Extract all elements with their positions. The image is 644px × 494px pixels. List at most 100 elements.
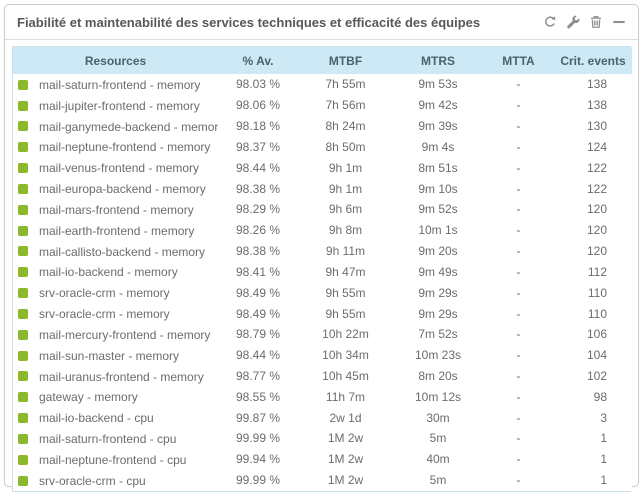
mtbf-value: 9h 55m xyxy=(325,306,366,321)
mtrs-value: 40m xyxy=(426,452,450,467)
mtbf-value: 8h 50m xyxy=(325,139,366,154)
table-row[interactable]: mail-earth-frontend - memory 98.26 % 9h … xyxy=(13,219,632,241)
table-row[interactable]: mail-europa-backend - memory 98.38 % 9h … xyxy=(13,178,632,199)
resource-name: srv-oracle-crm - memory xyxy=(39,286,170,301)
crit-events-value: 102 xyxy=(586,369,607,383)
column-header-mtta[interactable]: MTTA xyxy=(483,47,554,74)
mtbf-value: 10h 22m xyxy=(322,327,369,342)
mtta-value: - xyxy=(516,264,521,279)
mtrs-value: 9m 53s xyxy=(418,77,458,92)
table-row[interactable]: mail-callisto-backend - memory 98.38 % 9… xyxy=(13,240,632,262)
mtbf-value: 2w 1d xyxy=(329,410,362,425)
resource-cell: mail-mercury-frontend - memory xyxy=(13,324,218,345)
mtta-value: - xyxy=(516,285,521,300)
crit-events-value: 110 xyxy=(587,306,607,321)
table-row[interactable]: mail-ganymede-backend - memory 98.18 % 8… xyxy=(13,115,632,137)
mtta-value: - xyxy=(516,389,521,404)
status-ok-icon xyxy=(18,308,28,319)
column-header-availability[interactable]: % Av. xyxy=(218,47,298,74)
mtrs-value: 30m xyxy=(426,410,450,425)
mtrs-value: 9m 49s xyxy=(418,264,458,279)
mtrs-value: 9m 39s xyxy=(418,119,458,134)
resource-name: mail-neptune-frontend - memory xyxy=(39,140,211,155)
crit-events-value: 138 xyxy=(586,98,607,113)
mtta-value: - xyxy=(516,306,521,321)
availability-value: 98.55 % xyxy=(235,389,281,404)
table-row[interactable]: mail-saturn-frontend - memory 98.03 % 7h… xyxy=(13,74,632,95)
column-header-mtbf[interactable]: MTBF xyxy=(298,47,393,74)
status-ok-icon xyxy=(18,163,28,174)
mtta-value: - xyxy=(516,77,521,92)
availability-value: 98.49 % xyxy=(235,306,281,321)
table-row[interactable]: mail-neptune-frontend - memory 98.37 % 8… xyxy=(13,136,632,158)
mtta-value: - xyxy=(516,223,521,238)
resource-cell: mail-sun-master - memory xyxy=(13,345,218,366)
availability-value: 99.87 % xyxy=(235,410,281,425)
resource-cell: mail-venus-frontend - memory xyxy=(13,157,218,178)
table-row[interactable]: srv-oracle-crm - cpu 99.99 % 1M 2w 5m - … xyxy=(13,469,632,491)
column-header-resources[interactable]: Resources xyxy=(13,47,218,74)
resource-name: mail-saturn-frontend - memory xyxy=(39,77,201,92)
resource-cell: srv-oracle-crm - memory xyxy=(13,303,218,324)
table-header-row: Resources % Av. MTBF MTRS MTTA Crit. eve… xyxy=(13,47,632,74)
table-row[interactable]: mail-saturn-frontend - cpu 99.99 % 1M 2w… xyxy=(13,428,632,449)
widget-actions xyxy=(543,15,626,29)
resource-name: mail-mercury-frontend - memory xyxy=(39,327,211,342)
mtrs-value: 8m 51s xyxy=(418,160,458,175)
table-row[interactable]: mail-uranus-frontend - memory 98.77 % 10… xyxy=(13,365,632,387)
mtta-value: - xyxy=(516,410,521,425)
availability-widget: Fiabilité et maintenabilité des services… xyxy=(4,4,639,492)
column-header-mtrs[interactable]: MTRS xyxy=(393,47,483,74)
resource-name: mail-neptune-frontend - cpu xyxy=(39,452,187,467)
resource-cell: mail-saturn-frontend - memory xyxy=(13,74,218,95)
table-row[interactable]: srv-oracle-crm - memory 98.49 % 9h 55m 9… xyxy=(13,303,632,324)
mtrs-value: 9m 20s xyxy=(418,244,458,259)
availability-value: 98.44 % xyxy=(235,348,281,363)
wrench-icon[interactable] xyxy=(566,15,580,29)
mtrs-value: 5m xyxy=(429,431,447,446)
mtrs-value: 9m 4s xyxy=(421,139,455,154)
table-row[interactable]: mail-jupiter-frontend - memory 98.06 % 7… xyxy=(13,94,632,116)
status-ok-icon xyxy=(18,267,28,278)
table-row[interactable]: mail-io-backend - cpu 99.87 % 2w 1d 30m … xyxy=(13,407,632,429)
table-row[interactable]: mail-mars-frontend - memory 98.29 % 9h 6… xyxy=(13,198,632,220)
mtta-value: - xyxy=(516,348,521,363)
minus-icon[interactable] xyxy=(612,15,626,29)
table-row[interactable]: mail-neptune-frontend - cpu 99.94 % 1M 2… xyxy=(13,448,632,470)
widget-title: Fiabilité et maintenabilité des services… xyxy=(17,14,481,30)
refresh-icon[interactable] xyxy=(543,15,557,29)
availability-value: 98.77 % xyxy=(235,369,281,383)
availability-table: Resources % Av. MTBF MTRS MTTA Crit. eve… xyxy=(12,46,632,492)
resource-name: mail-jupiter-frontend - memory xyxy=(39,98,200,113)
table-row[interactable]: mail-sun-master - memory 98.44 % 10h 34m… xyxy=(13,344,632,366)
column-header-crit-events[interactable]: Crit. events xyxy=(554,47,632,74)
availability-value: 99.99 % xyxy=(235,431,281,446)
table-row[interactable]: mail-mercury-frontend - memory 98.79 % 1… xyxy=(13,323,632,345)
status-ok-icon xyxy=(18,371,28,382)
status-ok-icon xyxy=(18,454,28,465)
resource-cell: mail-earth-frontend - memory xyxy=(13,220,218,241)
resource-cell: mail-io-backend - cpu xyxy=(13,407,218,428)
crit-events-value: 1 xyxy=(600,431,607,446)
table-row[interactable]: mail-venus-frontend - memory 98.44 % 9h … xyxy=(13,157,632,179)
mtrs-value: 9m 52s xyxy=(418,202,458,217)
resource-name: mail-venus-frontend - memory xyxy=(39,161,200,176)
resource-cell: mail-neptune-frontend - cpu xyxy=(13,449,218,470)
mtrs-value: 9m 29s xyxy=(418,306,458,321)
trash-icon[interactable] xyxy=(589,15,603,29)
crit-events-value: 3 xyxy=(600,410,607,425)
mtta-value: - xyxy=(516,431,521,446)
resource-name: mail-earth-frontend - memory xyxy=(39,223,195,238)
mtta-value: - xyxy=(516,119,521,134)
status-ok-icon xyxy=(18,350,28,361)
status-ok-icon xyxy=(18,225,28,236)
crit-events-value: 120 xyxy=(586,223,607,238)
crit-events-value: 124 xyxy=(586,139,607,154)
crit-events-value: 104 xyxy=(586,348,607,363)
mtta-value: - xyxy=(516,327,521,342)
status-ok-icon xyxy=(18,183,28,194)
table-row[interactable]: gateway - memory 98.55 % 11h 7m 10m 12s … xyxy=(13,386,632,408)
table-row[interactable]: srv-oracle-crm - memory 98.49 % 9h 55m 9… xyxy=(13,282,632,304)
table-row[interactable]: mail-io-backend - memory 98.41 % 9h 47m … xyxy=(13,261,632,283)
mtrs-value: 10m 23s xyxy=(414,348,462,363)
